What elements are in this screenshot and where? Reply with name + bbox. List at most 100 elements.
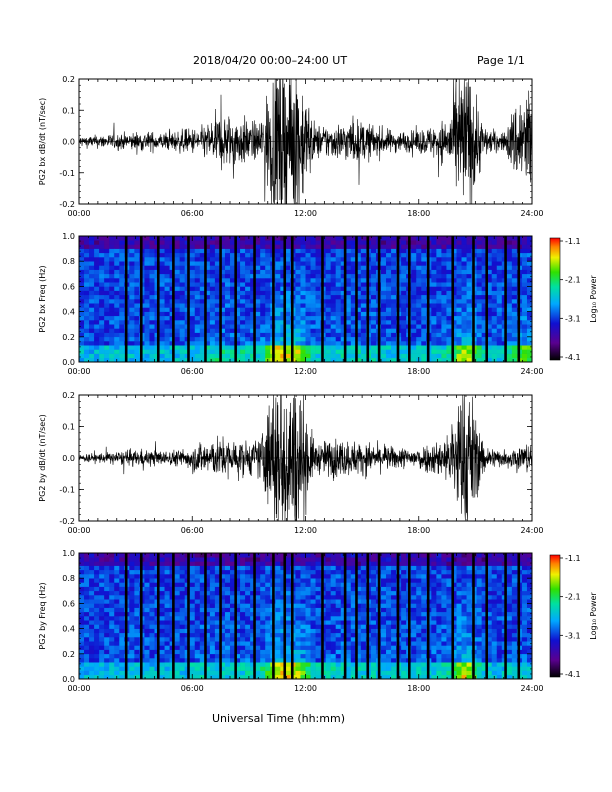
spectrogram-cell [295,658,301,663]
spectrogram-cell [265,307,271,312]
spectrogram-cell [275,269,281,275]
spectrogram-gap [366,236,370,362]
spectrogram-cell [84,332,90,338]
spectrogram-cell [219,586,226,592]
spectrogram-cell [89,565,95,571]
spectrogram-cell [84,345,90,350]
spectrogram-cell [109,299,115,304]
spectrogram-cell [386,357,392,363]
spectrogram-cell [119,569,125,575]
spectrogram-cell [285,641,291,646]
spectrogram-cell [174,632,180,638]
spectrogram-cell [189,565,196,571]
spectrogram-cell [255,561,261,566]
spectrogram-cell [84,666,90,671]
spectrogram-cell [506,286,513,291]
spectrogram-cell [416,252,422,258]
spectrogram-cell [174,357,180,363]
spectrogram-cell [230,595,236,600]
spectrogram-cell [506,282,513,287]
spectrogram-cell [104,236,110,241]
spectrogram-cell [99,341,105,346]
spectrogram-cell [416,299,422,304]
spectrogram-cell [285,286,291,291]
spectrogram-cell [104,603,110,608]
y-axis-title: PG2 bx dB/dt (nT/sec) [38,98,47,185]
spectrogram-cell [144,240,150,245]
spectrogram-cell [159,565,165,571]
spectrogram-cell [119,557,125,562]
spectrogram-cell [255,616,261,621]
spectrogram-cell [310,303,316,308]
spectrogram-cell [194,349,201,354]
spectrogram-cell [84,324,90,329]
spectrogram-cell [305,273,311,279]
spectrogram-cell [381,307,387,312]
spectrogram-cell [355,299,362,304]
spectrogram-cell [350,645,357,650]
spectrogram-cell [235,269,241,275]
spectrogram-cell [104,616,110,621]
spectrogram-cell [114,324,120,329]
spectrogram-cell [94,616,100,621]
spectrogram-cell [275,290,281,296]
spectrogram-cell [214,341,221,346]
spectrogram-cell [441,353,447,359]
spectrogram-cell [230,607,236,613]
spectrogram-cell [250,294,256,300]
spectrogram-cell [255,269,261,275]
spectrogram-cell [325,320,331,325]
spectrogram-cell [194,257,201,262]
spectrogram-cell [310,616,316,621]
spectrogram-cell [164,353,170,359]
spectrogram-cell [315,561,321,566]
spectrogram-cell [89,345,95,350]
spectrogram-cell [330,341,336,346]
spectrogram-cell [194,336,201,342]
spectrogram-cell [250,645,256,650]
spectrogram-cell [149,357,155,363]
spectrogram-cell [370,349,377,354]
spectrogram-cell [219,649,226,655]
spectrogram-cell [370,244,377,249]
spectrogram-cell [209,658,216,663]
spectrogram-cell [230,353,236,359]
spectrogram-cell [370,248,377,254]
spectrogram-cell [355,236,362,241]
spectrogram-cell [199,599,206,604]
spectrogram-cell [214,290,221,296]
spectrogram-cell [209,624,216,629]
spectrogram-cell [194,244,201,249]
spectrogram-cell [199,637,206,642]
spectrogram-cell [214,658,221,663]
spectrogram-cell [350,349,357,354]
spectrogram-cell [84,341,90,346]
spectrogram-cell [496,282,503,287]
spectrogram-cell [275,624,281,629]
spectrogram-cell [84,252,90,258]
spectrogram-cell [109,328,115,333]
spectrogram-cell [214,557,221,562]
spectrogram-cell [280,257,286,262]
spectrogram-cell [511,349,518,354]
spectrogram-cell [421,357,427,363]
spectrogram-cell [104,611,110,617]
spectrogram-cell [456,328,462,333]
spectrogram-cell [119,632,125,638]
spectrogram-cell [280,273,286,279]
spectrogram-cell [240,653,246,659]
spectrogram-cell [189,611,196,617]
spectrogram-cell [189,261,196,266]
spectrogram-cell [224,320,231,325]
spectrogram-cell [214,328,221,333]
spectrogram-cell [295,645,301,650]
spectrogram-cell [325,311,331,317]
spectrogram-cell [194,286,201,291]
spectrogram-cell [174,332,180,338]
spectrogram-cell [315,353,321,359]
spectrogram-cell [189,645,196,650]
spectrogram-cell [310,328,316,333]
spectrogram-cell [511,290,518,296]
spectrogram-cell [159,320,165,325]
spectrogram-cell [129,261,135,266]
